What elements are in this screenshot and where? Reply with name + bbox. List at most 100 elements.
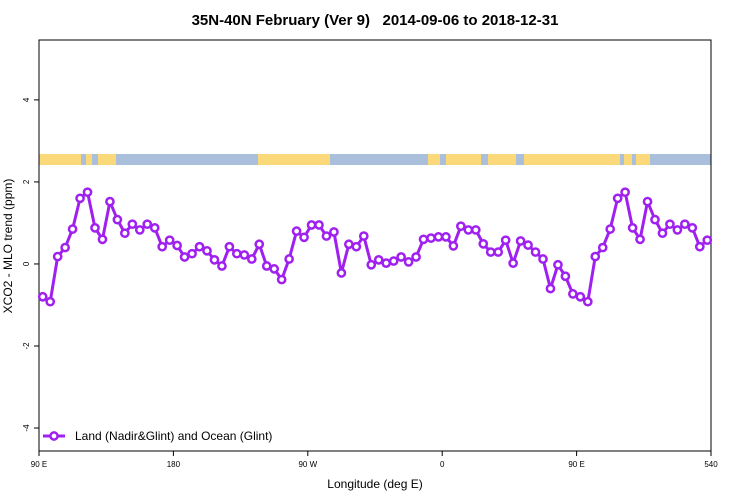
data-point xyxy=(45,296,56,307)
data-point xyxy=(269,264,280,274)
data-point xyxy=(418,234,429,245)
data-point xyxy=(82,187,93,198)
data-point xyxy=(202,245,212,256)
data-point xyxy=(493,247,504,257)
data-point xyxy=(329,227,339,237)
data-point xyxy=(246,254,257,264)
data-point xyxy=(620,187,630,198)
x-tick-label: 180 xyxy=(167,460,181,469)
data-point xyxy=(627,223,638,233)
data-point xyxy=(605,224,616,234)
data-point xyxy=(134,225,145,235)
data-point xyxy=(485,247,496,257)
legend-marker xyxy=(49,431,59,441)
data-point xyxy=(112,214,123,225)
data-point xyxy=(612,193,623,204)
plot-frame xyxy=(38,39,712,452)
data-point xyxy=(97,234,108,245)
data-point xyxy=(672,225,683,235)
data-point xyxy=(388,256,399,266)
data-point xyxy=(172,240,182,251)
data-point xyxy=(538,254,548,264)
x-tick-label: 90 E xyxy=(568,460,584,469)
data-point xyxy=(67,224,78,234)
data-point xyxy=(344,239,354,250)
data-point xyxy=(381,258,392,268)
data-point xyxy=(523,240,533,250)
data-line xyxy=(41,189,709,305)
data-point xyxy=(545,283,556,294)
data-point xyxy=(351,241,362,252)
data-point xyxy=(426,233,436,243)
data-point xyxy=(694,241,705,252)
data-point xyxy=(433,232,444,242)
data-point xyxy=(590,251,601,262)
chart-title: 35N-40N February (Ver 9) 2014-09-06 to 2… xyxy=(192,12,559,29)
data-point xyxy=(90,223,100,233)
data-point xyxy=(336,268,347,278)
data-point xyxy=(284,254,294,264)
x-tick-label: 90 E xyxy=(31,460,47,469)
data-point xyxy=(470,225,481,235)
data-point xyxy=(687,223,698,233)
data-point xyxy=(187,248,197,259)
data-point xyxy=(568,289,578,299)
data-point xyxy=(635,234,645,245)
data-point xyxy=(120,228,130,239)
y-tick-label: -2 xyxy=(22,342,31,350)
data-point xyxy=(515,236,526,246)
data-point xyxy=(194,241,205,252)
data-point xyxy=(306,220,317,230)
data-point xyxy=(127,219,138,230)
data-point xyxy=(149,223,160,233)
data-point xyxy=(478,239,489,249)
data-point xyxy=(37,291,48,302)
data-point xyxy=(142,219,153,230)
data-point xyxy=(702,235,713,246)
data-point xyxy=(239,250,250,260)
data-point xyxy=(358,231,369,241)
y-axis-label: XCO2 - MLO trend (ppm) xyxy=(1,179,15,314)
data-point xyxy=(575,291,586,302)
data-point xyxy=(105,196,115,207)
data-point xyxy=(299,232,309,243)
data-point xyxy=(508,258,518,268)
data-point xyxy=(261,261,272,271)
data-point xyxy=(642,196,653,207)
data-point xyxy=(291,226,302,236)
data-point xyxy=(448,241,459,251)
data-point xyxy=(463,225,474,235)
x-tick-label: 540 xyxy=(704,460,718,469)
data-point xyxy=(560,271,571,282)
data-point xyxy=(411,252,421,262)
data-point xyxy=(530,247,541,257)
data-point xyxy=(582,296,593,307)
data-point xyxy=(441,232,451,242)
data-point xyxy=(209,255,220,265)
data-point xyxy=(52,251,63,262)
data-point xyxy=(75,193,85,204)
data-point xyxy=(553,259,563,270)
x-tick-label: 90 W xyxy=(298,460,317,469)
data-point xyxy=(164,235,175,246)
land-ocean-band xyxy=(39,154,711,165)
data-point xyxy=(321,231,332,241)
data-point xyxy=(232,248,242,259)
x-tick-label: 0 xyxy=(440,460,445,469)
data-point xyxy=(456,221,466,232)
data-point xyxy=(276,274,287,285)
data-point xyxy=(366,259,377,270)
data-point xyxy=(179,252,190,262)
y-tick-label: 2 xyxy=(22,179,31,184)
data-point xyxy=(500,235,511,246)
data-point xyxy=(665,219,675,230)
legend-label: Land (Nadir&Glint) and Ocean (Glint) xyxy=(75,429,272,443)
data-point xyxy=(254,239,265,250)
y-tick-label: 4 xyxy=(22,97,31,102)
data-point xyxy=(217,261,227,271)
data-point xyxy=(314,220,324,230)
y-tick-label: -4 xyxy=(22,424,31,432)
data-point xyxy=(224,241,235,252)
y-tick-label: 0 xyxy=(22,261,31,266)
